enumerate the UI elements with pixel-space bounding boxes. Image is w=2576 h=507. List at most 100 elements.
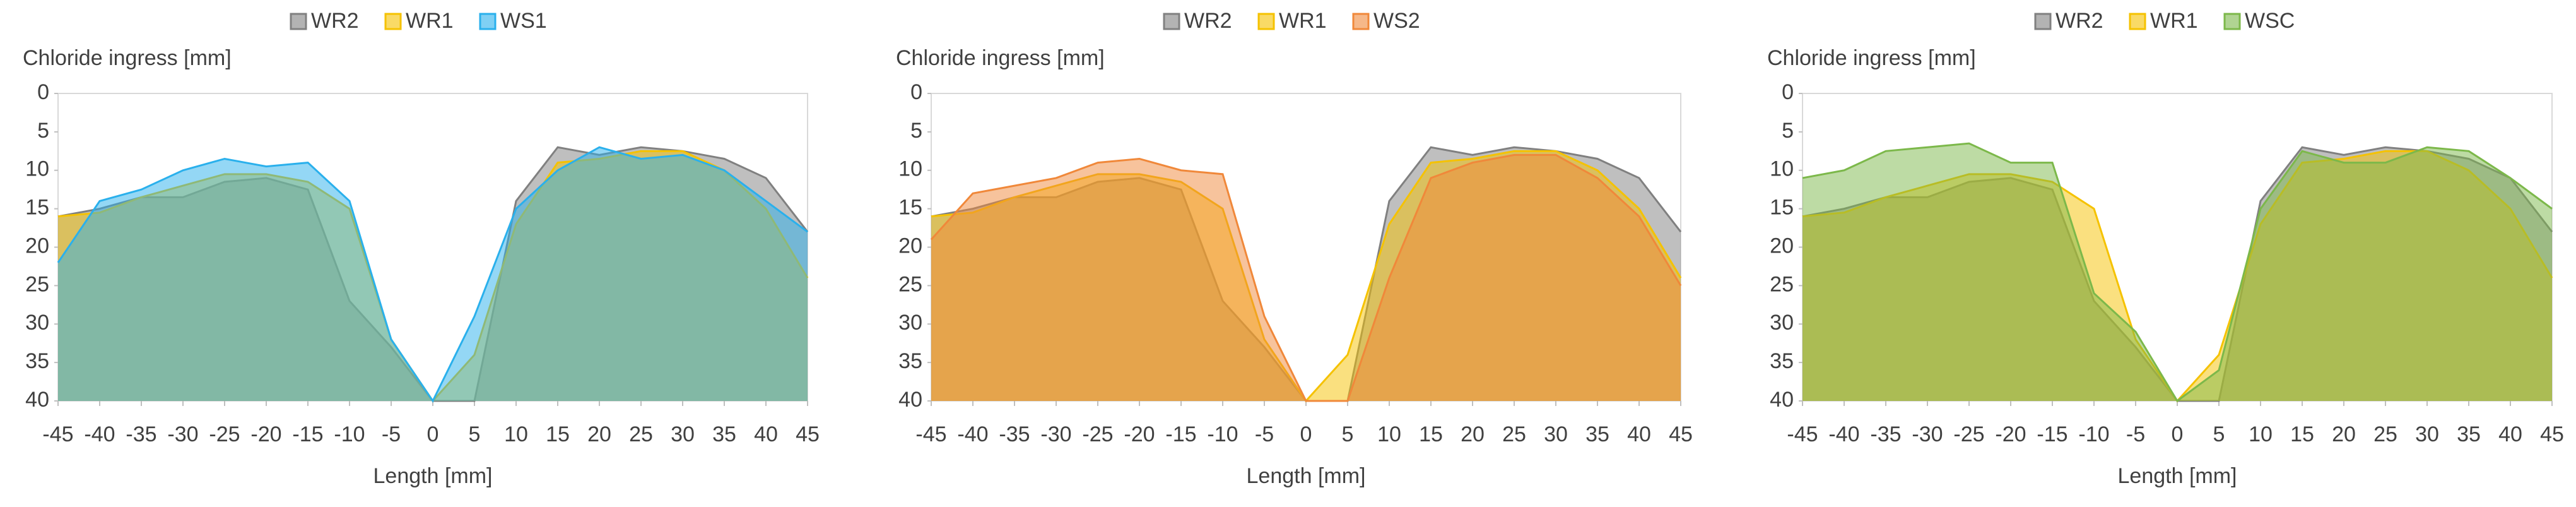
legend-label: WR1 bbox=[2150, 9, 2198, 33]
x-tick-label: 15 bbox=[2290, 422, 2314, 446]
area-fill bbox=[58, 147, 808, 401]
legend-label: WS1 bbox=[500, 9, 547, 33]
x-tick-label: 45 bbox=[1669, 422, 1693, 446]
x-tick-label: 10 bbox=[1377, 422, 1401, 446]
area-line bbox=[1802, 142, 2553, 403]
y-tick-label: 35 bbox=[898, 349, 922, 373]
legend-swatch bbox=[2129, 13, 2146, 30]
x-tick-label: 0 bbox=[427, 422, 439, 446]
y-tick-label: 40 bbox=[898, 388, 922, 412]
x-tick-label: -35 bbox=[1870, 422, 1901, 446]
x-tick-label: -10 bbox=[2078, 422, 2109, 446]
y-tick-label: 25 bbox=[898, 272, 922, 296]
legend-label: WS2 bbox=[1373, 9, 1420, 33]
legend-label: WR2 bbox=[311, 9, 359, 33]
x-tick-label: -20 bbox=[1995, 422, 2026, 446]
x-tick-label: -15 bbox=[292, 422, 323, 446]
x-tick-label: 5 bbox=[1342, 422, 1354, 446]
legend-swatch bbox=[1257, 13, 1275, 30]
y-tick-label: 10 bbox=[1770, 157, 1794, 181]
y-tick-label: 40 bbox=[1770, 388, 1794, 412]
x-tick-label: -10 bbox=[1207, 422, 1238, 446]
x-tick-label: 0 bbox=[2172, 422, 2184, 446]
x-tick-label: 35 bbox=[712, 422, 736, 446]
y-tick-label: 20 bbox=[25, 234, 49, 258]
legend-swatch bbox=[1352, 13, 1370, 30]
y-tick-label: 15 bbox=[25, 196, 49, 220]
x-tick-label: 10 bbox=[2249, 422, 2273, 446]
area-fill bbox=[1803, 143, 2552, 401]
legend-label: WR2 bbox=[1184, 9, 1232, 33]
x-tick-label: -40 bbox=[957, 422, 988, 446]
x-axis-title: Length [mm] bbox=[373, 464, 493, 488]
x-tick-label: -40 bbox=[84, 422, 115, 446]
y-tick-label: 20 bbox=[1770, 234, 1794, 258]
x-tick-label: -5 bbox=[1255, 422, 1274, 446]
x-tick-label: 0 bbox=[1300, 422, 1312, 446]
x-tick-label: -5 bbox=[382, 422, 401, 446]
y-tick-label: 30 bbox=[25, 311, 49, 335]
x-tick-label: -30 bbox=[167, 422, 198, 446]
x-tick-label: 25 bbox=[629, 422, 653, 446]
x-tick-label: -35 bbox=[126, 422, 156, 446]
y-tick-label: 25 bbox=[25, 272, 49, 296]
x-tick-label: -45 bbox=[1787, 422, 1818, 446]
y-tick-label: 35 bbox=[25, 349, 49, 373]
x-tick-label: -30 bbox=[1040, 422, 1071, 446]
x-tick-label: -30 bbox=[1912, 422, 1943, 446]
x-tick-label: -15 bbox=[1165, 422, 1196, 446]
x-tick-label: 10 bbox=[504, 422, 528, 446]
y-tick-label: 20 bbox=[898, 234, 922, 258]
legend-swatch bbox=[2034, 13, 2052, 30]
x-tick-label: 20 bbox=[2332, 422, 2356, 446]
x-tick-label: 45 bbox=[796, 422, 820, 446]
legend-swatch bbox=[1163, 13, 1180, 30]
area-line bbox=[930, 153, 1682, 402]
legend-swatch bbox=[2223, 13, 2241, 30]
x-tick-label: 35 bbox=[2457, 422, 2481, 446]
y-axis-title: Chloride ingress [mm] bbox=[896, 46, 1105, 70]
x-tick-label: 40 bbox=[1627, 422, 1651, 446]
x-tick-label: 20 bbox=[1461, 422, 1485, 446]
y-tick-label: 30 bbox=[1770, 311, 1794, 335]
x-tick-label: -25 bbox=[1953, 422, 1984, 446]
x-tick-label: 40 bbox=[2498, 422, 2522, 446]
x-tick-label: -20 bbox=[250, 422, 281, 446]
y-tick-label: 15 bbox=[1770, 196, 1794, 220]
x-tick-label: -15 bbox=[2037, 422, 2067, 446]
y-tick-label: 5 bbox=[37, 119, 49, 143]
x-tick-label: 15 bbox=[546, 422, 570, 446]
x-tick-label: -5 bbox=[2126, 422, 2145, 446]
x-tick-label: 45 bbox=[2540, 422, 2564, 446]
x-tick-label: 30 bbox=[1544, 422, 1568, 446]
y-axis-title: Chloride ingress [mm] bbox=[1767, 46, 1976, 70]
y-tick-label: 0 bbox=[1782, 80, 1794, 104]
x-tick-label: -40 bbox=[1828, 422, 1859, 446]
legend-label: WR1 bbox=[1279, 9, 1327, 33]
x-tick-label: -35 bbox=[999, 422, 1030, 446]
y-tick-label: 40 bbox=[25, 388, 49, 412]
x-axis-title: Length [mm] bbox=[2118, 464, 2237, 488]
y-axis-title: Chloride ingress [mm] bbox=[23, 46, 232, 70]
x-tick-label: 40 bbox=[754, 422, 778, 446]
y-tick-label: 25 bbox=[1770, 272, 1794, 296]
x-tick-label: 5 bbox=[469, 422, 481, 446]
x-tick-label: -25 bbox=[209, 422, 240, 446]
legend-label: WSC bbox=[2245, 9, 2295, 33]
y-tick-label: 0 bbox=[37, 80, 49, 104]
x-tick-label: -45 bbox=[42, 422, 73, 446]
area-line bbox=[57, 146, 808, 403]
legend-swatch bbox=[384, 13, 402, 30]
x-tick-label: 25 bbox=[1502, 422, 1526, 446]
legend-swatch bbox=[290, 13, 307, 30]
legend-label: WR1 bbox=[406, 9, 454, 33]
y-tick-label: 30 bbox=[898, 311, 922, 335]
x-tick-label: 25 bbox=[2373, 422, 2397, 446]
y-tick-label: 0 bbox=[910, 80, 922, 104]
x-axis-title: Length [mm] bbox=[1247, 464, 1366, 488]
y-tick-label: 15 bbox=[898, 196, 922, 220]
x-tick-label: -20 bbox=[1124, 422, 1155, 446]
x-tick-label: -45 bbox=[915, 422, 946, 446]
